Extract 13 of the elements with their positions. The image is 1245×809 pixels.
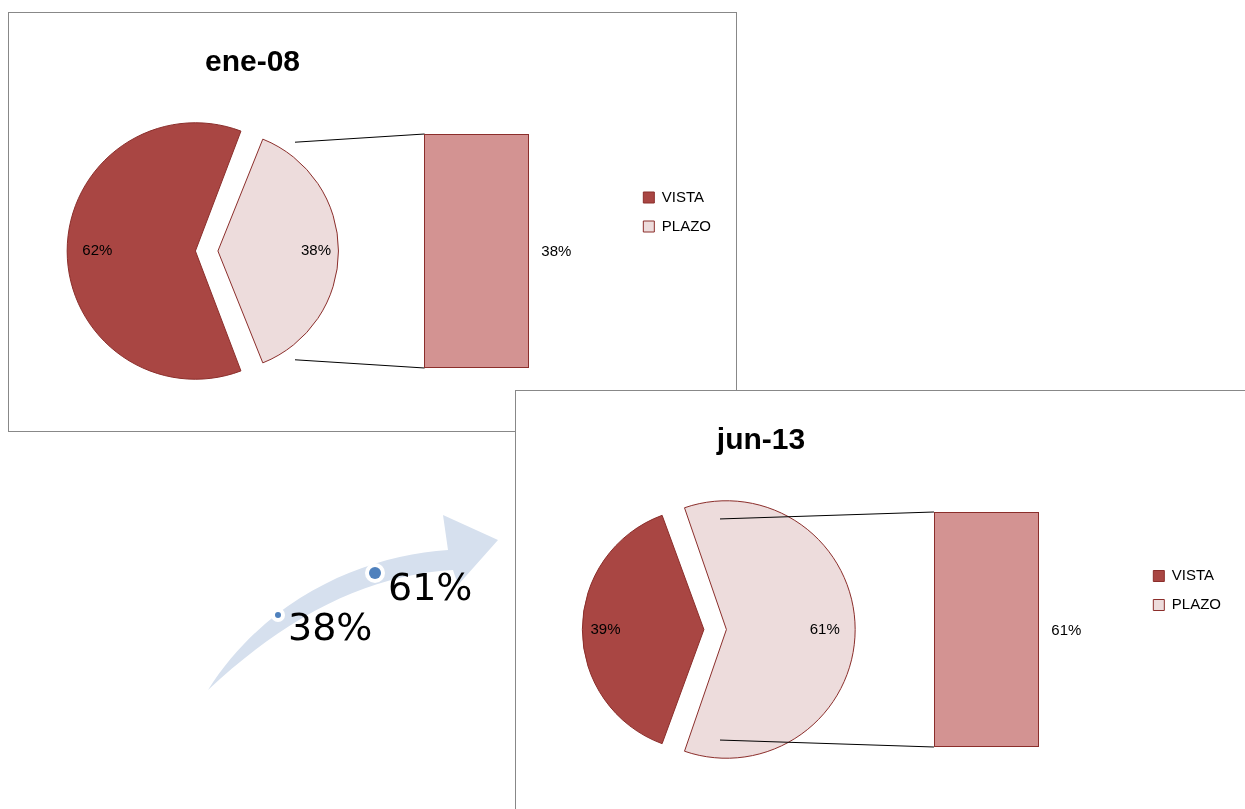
chart-title: ene-08 (204, 44, 301, 78)
data-label: 62% (82, 241, 113, 259)
text: 38% (288, 605, 373, 649)
legend-label: PLAZO (661, 216, 712, 234)
chart-title: jun-13 (715, 422, 806, 456)
legend-label: PLAZO (1171, 595, 1222, 613)
text: 61% (1051, 620, 1082, 639)
text: 38% (541, 242, 572, 260)
legend-label: VISTA (661, 187, 705, 205)
legend-label: VISTA (1171, 566, 1215, 584)
text: 61% (388, 565, 473, 609)
data-label: 61% (809, 619, 840, 637)
data-label: 39% (590, 619, 621, 637)
